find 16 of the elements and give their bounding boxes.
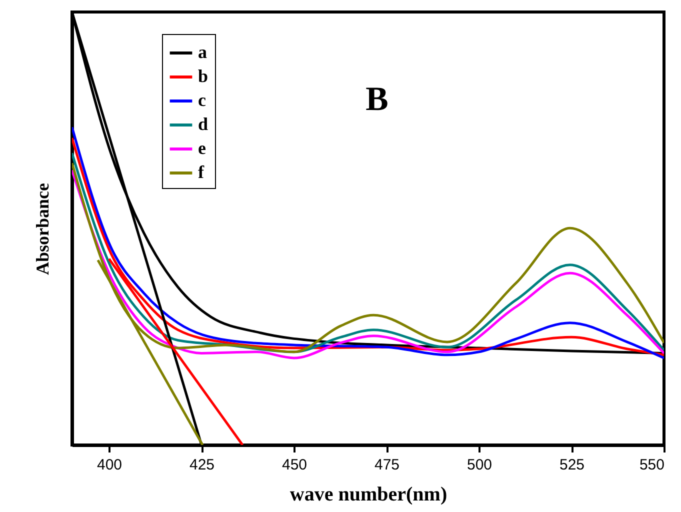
legend-label: b [198,66,208,86]
x-tick-label: 475 [374,456,400,474]
x-axis-title: wave number(nm) [290,484,448,506]
annotation: B [366,81,388,118]
legend-label: c [198,90,206,110]
x-tick-label: 550 [639,456,664,474]
x-tick-label: 500 [466,456,492,474]
x-tick-label: 425 [189,456,215,474]
legend-label: e [198,138,206,158]
legend-label: f [198,162,205,182]
x-tick-label: 525 [559,456,585,474]
y-axis-title: Absorbance [32,182,52,276]
legend-label: d [198,114,208,134]
x-tick-label: 400 [96,456,122,474]
x-tick-label: 450 [282,456,308,474]
legend-label: a [198,42,207,62]
